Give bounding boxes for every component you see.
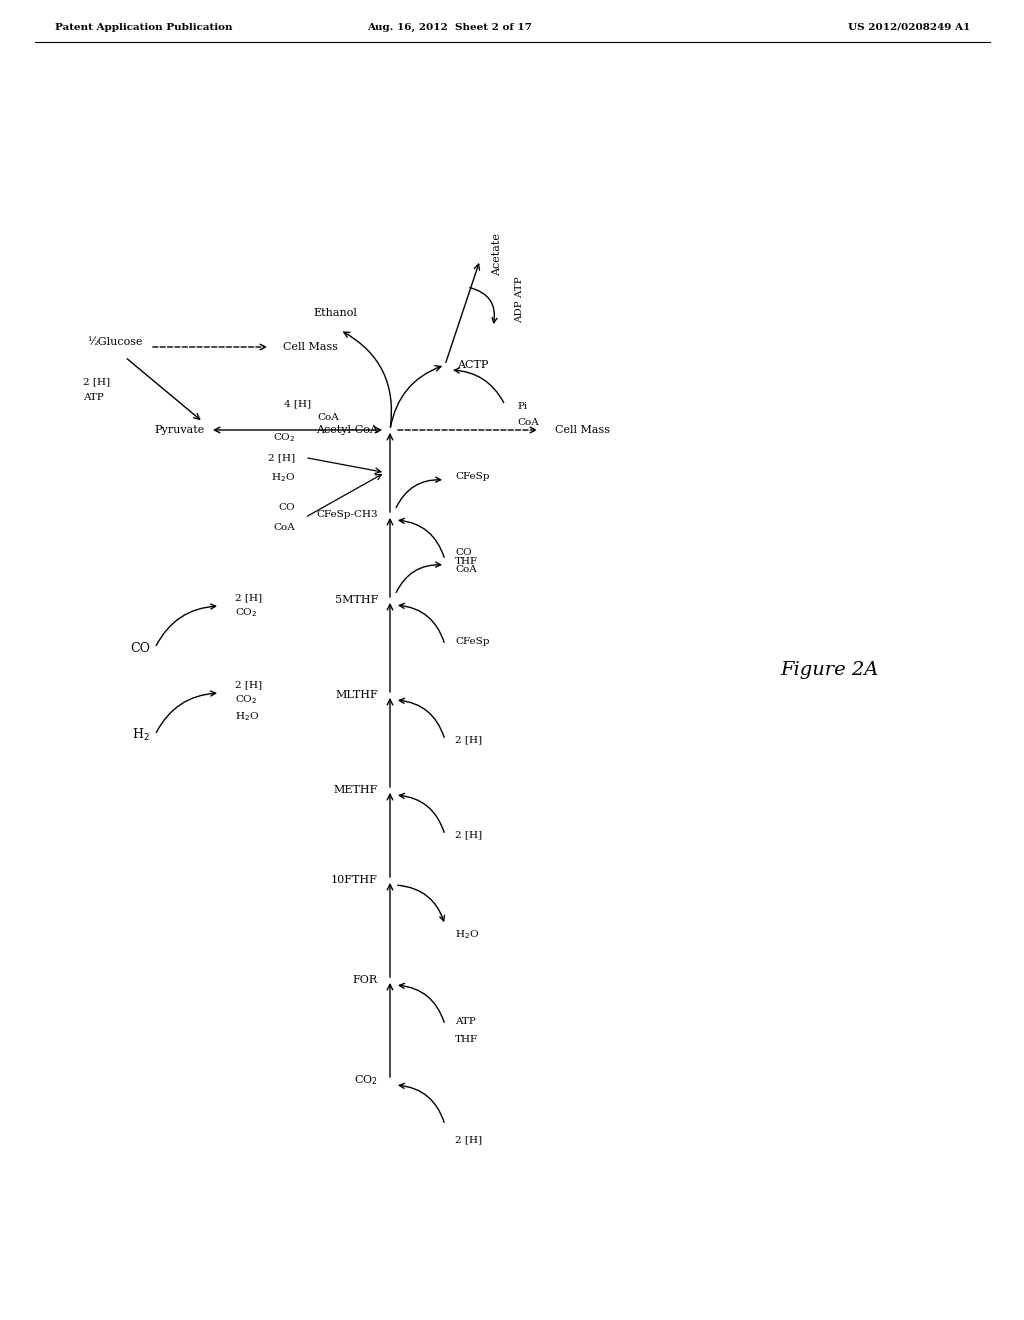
Text: Pi: Pi bbox=[517, 403, 527, 412]
FancyArrowPatch shape bbox=[396, 562, 440, 593]
Text: CoA: CoA bbox=[455, 565, 477, 574]
Text: Patent Application Publication: Patent Application Publication bbox=[55, 22, 232, 32]
Text: 2 [H]: 2 [H] bbox=[234, 681, 262, 689]
FancyArrowPatch shape bbox=[470, 288, 497, 322]
Text: Pyruvate: Pyruvate bbox=[155, 425, 205, 436]
Text: CFeSp-CH3: CFeSp-CH3 bbox=[316, 511, 378, 520]
Text: CFeSp: CFeSp bbox=[455, 638, 489, 647]
Text: Cell Mass: Cell Mass bbox=[555, 425, 610, 436]
Text: Acetyl-CoA: Acetyl-CoA bbox=[316, 425, 378, 436]
Text: Figure 2A: Figure 2A bbox=[780, 661, 879, 678]
FancyArrowPatch shape bbox=[399, 793, 444, 833]
Text: CoA: CoA bbox=[317, 413, 339, 422]
FancyArrowPatch shape bbox=[344, 333, 391, 428]
Text: ATP: ATP bbox=[83, 393, 103, 403]
Text: H$_2$O: H$_2$O bbox=[234, 710, 259, 723]
Text: 2 [H]: 2 [H] bbox=[455, 735, 482, 744]
Text: 5MTHF: 5MTHF bbox=[335, 595, 378, 605]
FancyArrowPatch shape bbox=[399, 603, 444, 643]
Text: ½Glucose: ½Glucose bbox=[87, 337, 142, 347]
Text: FOR: FOR bbox=[353, 975, 378, 985]
Text: CO: CO bbox=[130, 642, 150, 655]
FancyArrowPatch shape bbox=[399, 698, 444, 738]
Text: CO$_2$: CO$_2$ bbox=[234, 607, 257, 619]
Text: US 2012/0208249 A1: US 2012/0208249 A1 bbox=[848, 22, 970, 32]
Text: CO$_2$: CO$_2$ bbox=[234, 693, 257, 706]
FancyArrowPatch shape bbox=[157, 692, 216, 733]
Text: 2 [H]: 2 [H] bbox=[268, 453, 295, 462]
Text: METHF: METHF bbox=[334, 785, 378, 795]
FancyArrowPatch shape bbox=[455, 368, 504, 403]
Text: Acetate: Acetate bbox=[492, 234, 502, 276]
Text: THF: THF bbox=[455, 557, 478, 566]
Text: CO$_2$: CO$_2$ bbox=[354, 1073, 378, 1086]
Text: H$_2$O: H$_2$O bbox=[455, 928, 479, 941]
Text: 2 [H]: 2 [H] bbox=[234, 594, 262, 602]
Text: 10FTHF: 10FTHF bbox=[331, 875, 378, 884]
Text: ACTP: ACTP bbox=[457, 360, 488, 370]
FancyArrowPatch shape bbox=[396, 477, 440, 507]
Text: Cell Mass: Cell Mass bbox=[283, 342, 338, 352]
Text: Aug. 16, 2012  Sheet 2 of 17: Aug. 16, 2012 Sheet 2 of 17 bbox=[368, 22, 532, 32]
Text: 2 [H]: 2 [H] bbox=[83, 378, 111, 387]
Text: ADP ATP: ADP ATP bbox=[515, 277, 524, 323]
Text: CFeSp: CFeSp bbox=[455, 473, 489, 482]
Text: 2 [H]: 2 [H] bbox=[455, 1135, 482, 1144]
Text: CO$_2$: CO$_2$ bbox=[272, 432, 295, 444]
FancyArrowPatch shape bbox=[397, 886, 444, 921]
FancyArrowPatch shape bbox=[399, 983, 444, 1023]
Text: 4 [H]: 4 [H] bbox=[284, 399, 311, 408]
FancyArrowPatch shape bbox=[390, 366, 441, 428]
Text: CO: CO bbox=[455, 549, 472, 557]
Text: H$_2$: H$_2$ bbox=[132, 727, 150, 743]
Text: CoA: CoA bbox=[517, 418, 539, 428]
FancyArrowPatch shape bbox=[157, 605, 216, 645]
Text: CoA: CoA bbox=[273, 523, 295, 532]
Text: Ethanol: Ethanol bbox=[313, 308, 357, 318]
Text: MLTHF: MLTHF bbox=[335, 690, 378, 700]
Text: THF: THF bbox=[455, 1035, 478, 1044]
Text: 2 [H]: 2 [H] bbox=[455, 830, 482, 840]
FancyArrowPatch shape bbox=[399, 519, 444, 557]
Text: CO: CO bbox=[279, 503, 295, 512]
Text: H$_2$O: H$_2$O bbox=[271, 471, 295, 484]
Text: ATP: ATP bbox=[455, 1018, 476, 1027]
FancyArrowPatch shape bbox=[399, 1084, 444, 1122]
